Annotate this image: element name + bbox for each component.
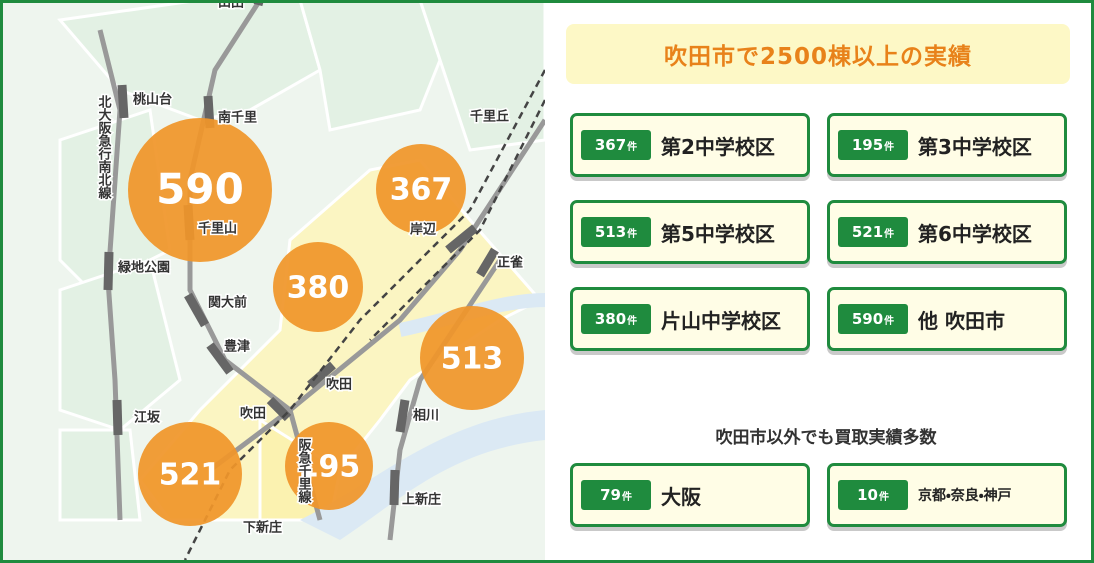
bubble-label: 195 [298, 450, 361, 485]
count-badge: 513 件 [581, 217, 651, 247]
count: 513 [594, 223, 627, 241]
unit: 件 [627, 228, 638, 240]
bubble-label: 380 [287, 271, 350, 306]
unit: 件 [884, 141, 895, 153]
unit: 件 [627, 141, 638, 153]
unit: 件 [884, 228, 895, 240]
area-name: 第6中学校区 [918, 221, 1032, 246]
area-name: 他 吹田市 [918, 308, 1005, 333]
result-card: 380 件片山中学校区 [570, 287, 810, 351]
bubble [285, 422, 373, 510]
station-label: 千里丘 [470, 109, 509, 125]
bubble-label: 367 [390, 173, 453, 208]
station-label: 江坂 [134, 410, 161, 426]
bubble-label: 590 [156, 165, 244, 214]
station-label: 相川 [413, 408, 439, 424]
count-badge: 79 件 [581, 480, 651, 510]
bubble [273, 242, 363, 332]
bubble [420, 306, 524, 410]
result-card: 521 件第6中学校区 [827, 200, 1067, 264]
count-badge: 195 件 [838, 130, 908, 160]
bubble-label: 513 [441, 342, 504, 377]
station-label: 下新庄 [243, 520, 282, 536]
area-name: 第2中学校区 [661, 134, 775, 159]
bubble-label: 521 [159, 458, 222, 493]
bubble [128, 118, 272, 262]
bubble [376, 144, 466, 234]
count-badge: 367 件 [581, 130, 651, 160]
count: 195 [851, 136, 884, 154]
panel-subtitle: 吹田市以外でも買取実績多数 [715, 428, 937, 448]
bubble [138, 422, 242, 526]
line-label: 北大阪急行南北線 [96, 95, 113, 200]
station-label: 豊津 [224, 339, 250, 355]
station-label: 岸辺 [410, 222, 436, 238]
unit: 件 [884, 315, 895, 327]
result-card: 367 件第2中学校区 [570, 113, 810, 177]
area-name: 片山中学校区 [661, 308, 781, 333]
count-badge: 10 件 [838, 480, 908, 510]
station-label: 山田 [218, 0, 244, 11]
count-badge: 590 件 [838, 304, 908, 334]
result-card: 79 件大阪 [570, 463, 810, 527]
count-badge: 380 件 [581, 304, 651, 334]
panel-title: 吹田市で2500棟以上の実績 [566, 24, 1070, 84]
count: 367 [594, 136, 627, 154]
area-name: 第5中学校区 [661, 221, 775, 246]
result-card: 195 件第3中学校区 [827, 113, 1067, 177]
result-card: 590 件他 吹田市 [827, 287, 1067, 351]
count: 380 [594, 310, 627, 328]
station-label: 緑地公園 [117, 260, 170, 276]
station-label: 吹田 [326, 377, 352, 393]
count: 79 [600, 486, 621, 504]
unit: 件 [621, 491, 632, 503]
station-label: 南千里 [218, 110, 257, 126]
station-label: 正雀 [497, 255, 523, 271]
station-label: 吹田 [240, 406, 266, 422]
station-label: 千里山 [198, 221, 237, 237]
count-badge: 521 件 [838, 217, 908, 247]
result-card: 10 件京都・奈良・神戸 [827, 463, 1067, 527]
unit: 件 [878, 491, 889, 503]
count: 521 [851, 223, 884, 241]
station-label: 上新庄 [402, 492, 441, 508]
station-label: 桃山台 [133, 92, 172, 108]
count: 590 [851, 310, 884, 328]
area-name: 第3中学校区 [918, 134, 1032, 159]
unit: 件 [627, 315, 638, 327]
line-label: 阪急千里線 [296, 438, 313, 504]
area-name: 大阪 [661, 484, 701, 509]
area-name: 京都・奈良・神戸 [918, 488, 1012, 504]
result-card: 513 件第5中学校区 [570, 200, 810, 264]
station-label: 関大前 [208, 295, 247, 311]
count: 10 [857, 486, 878, 504]
